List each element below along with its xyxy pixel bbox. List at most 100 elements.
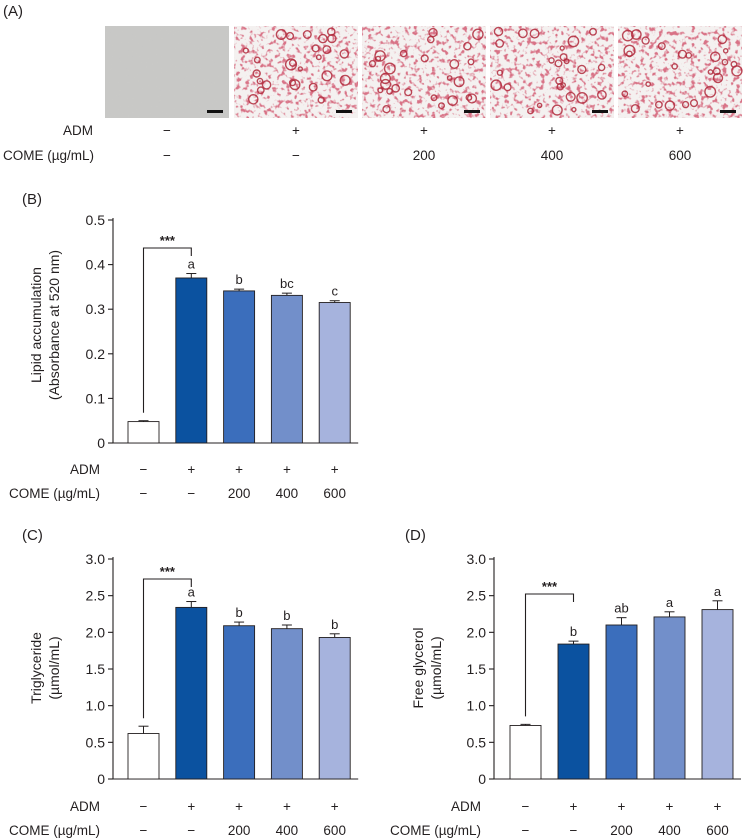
chart-c-sig-letter: b — [331, 617, 338, 632]
chart-d-y-tick-label: 0.5 — [467, 734, 487, 750]
lipid-droplet — [256, 86, 265, 95]
lipid-droplet — [275, 29, 287, 41]
chart-b-come-value: − — [140, 486, 148, 501]
chart-d-ylabel-line-1: Free glycerol — [410, 628, 426, 709]
chart-d-adm-value: − — [522, 799, 530, 814]
chart-c-sig-letter: b — [235, 605, 242, 620]
chart-d: (D) Free glycerol (µmol/mL) 0 0.5 1.0 1.5 2.… — [390, 527, 741, 838]
chart-d-come-value: − — [522, 823, 530, 838]
lipid-droplet — [466, 93, 478, 104]
lipid-droplet — [318, 33, 328, 44]
chart-c-sig-letter: a — [188, 585, 196, 600]
micrograph-4 — [490, 26, 614, 118]
lipid-droplet — [447, 95, 458, 107]
lipid-droplet — [438, 102, 446, 110]
chart-d-bar-5 — [701, 609, 734, 780]
chart-b-y-tick-label: 0.2 — [86, 346, 106, 362]
chart-d-y-tick-label: 0 — [478, 771, 486, 787]
lipid-droplet — [555, 76, 564, 85]
lipid-droplet — [382, 104, 391, 114]
panel-b-label: (B) — [22, 191, 42, 208]
lipid-droplet — [529, 28, 540, 39]
chart-c: (C) Triglyceride (µmol/mL) 0 0.5 1.0 1.5 2.0… — [9, 527, 359, 838]
lipid-droplet — [630, 103, 640, 114]
chart-c-ylabel: Triglyceride (µmol/mL) — [28, 632, 62, 704]
panel-a-adm-value: + — [292, 123, 300, 138]
lipid-droplet — [567, 35, 580, 48]
lipid-droplet — [297, 66, 303, 72]
lipid-droplet — [503, 83, 512, 92]
chart-b-ylabel-line-2: (Absorbance at 520 nm) — [46, 250, 62, 400]
lipid-droplet — [493, 26, 504, 37]
chart-c-come-value: − — [187, 823, 195, 838]
lipid-droplet — [664, 100, 676, 111]
chart-b-y-tick-label: 0.5 — [86, 212, 106, 228]
lipid-droplet — [446, 75, 453, 81]
lipid-droplet — [641, 36, 650, 45]
lipid-droplet — [655, 100, 663, 109]
lipid-droplet — [256, 77, 264, 85]
chart-c-bar-4 — [270, 628, 303, 780]
panel-d-label: (D) — [405, 527, 426, 544]
lipid-droplet — [626, 50, 633, 58]
chart-c-y-tick-label: 1.5 — [86, 661, 106, 677]
chart-c-come-label: COME (µg/mL) — [9, 823, 100, 838]
chart-c-y-tick-label: 2.5 — [86, 588, 106, 604]
chart-d-come-value: 400 — [658, 823, 681, 838]
lipid-droplet — [597, 90, 607, 100]
micrograph-texture — [105, 26, 229, 118]
panel-a-adm-value: − — [163, 123, 171, 138]
micrograph-2 — [234, 26, 358, 118]
lipid-droplet — [322, 45, 332, 55]
scale-bar — [720, 110, 736, 113]
chart-c-y-tick-label: 0 — [97, 771, 105, 787]
chart-d-adm-value: + — [666, 799, 674, 814]
micrograph-stain — [234, 26, 358, 118]
panel-a-adm-value: + — [548, 123, 556, 138]
lipid-droplet — [420, 54, 429, 63]
lipid-droplet — [261, 80, 272, 90]
lipid-droplet — [391, 83, 401, 93]
chart-b: (B) Lipid accumulation (Absorbance at 52… — [9, 191, 359, 501]
lipid-droplet — [548, 57, 555, 64]
chart-b-come-value: 600 — [323, 486, 346, 501]
lipid-droplet — [685, 52, 693, 59]
chart-d-sig-stars: *** — [542, 579, 558, 594]
lipid-droplet — [404, 88, 413, 97]
chart-b-sig-bracket — [142, 247, 192, 413]
lipid-droplet — [472, 28, 484, 41]
chart-b-y-tick-label: 0.1 — [86, 390, 106, 406]
lipid-droplet — [712, 67, 721, 76]
chart-d-come-value: − — [570, 823, 578, 838]
lipid-droplet — [311, 44, 320, 53]
lipid-droplet — [428, 27, 438, 38]
lipid-droplet — [247, 94, 259, 105]
chart-d-bar-1 — [509, 725, 542, 780]
chart-c-bar-2 — [175, 606, 208, 780]
chart-c-ylabel-line-1: Triglyceride — [28, 632, 44, 704]
chart-d-come-value: 600 — [706, 823, 729, 838]
lipid-droplet — [252, 69, 261, 78]
chart-b-bar-1 — [127, 421, 160, 444]
chart-b-come-value: 400 — [276, 486, 299, 501]
panel-a-adm-label: ADM — [63, 123, 93, 138]
chart-b-sig-letter: bc — [280, 276, 294, 291]
lipid-droplet — [399, 49, 408, 58]
lipid-droplet — [386, 87, 393, 95]
lipid-droplet — [671, 63, 679, 70]
lipid-droplet — [430, 94, 438, 102]
chart-d-ylabel: Free glycerol (µmol/mL) — [410, 628, 444, 709]
lipid-droplet — [589, 27, 598, 36]
chart-c-adm-value: + — [331, 799, 339, 814]
chart-b-adm-value: + — [235, 462, 243, 477]
panel-a-come-label: COME (µg/mL) — [3, 148, 94, 163]
chart-c-come-value: 600 — [323, 823, 346, 838]
chart-b-adm-value: + — [331, 462, 339, 477]
scale-bar — [464, 110, 480, 113]
chart-d-y-tick-label: 3.0 — [467, 551, 487, 567]
chart-d-sig-letter: a — [666, 595, 674, 610]
lipid-droplet — [559, 53, 568, 62]
lipid-droplet — [339, 74, 351, 86]
chart-b-y-tick-label: 0.3 — [86, 301, 106, 317]
